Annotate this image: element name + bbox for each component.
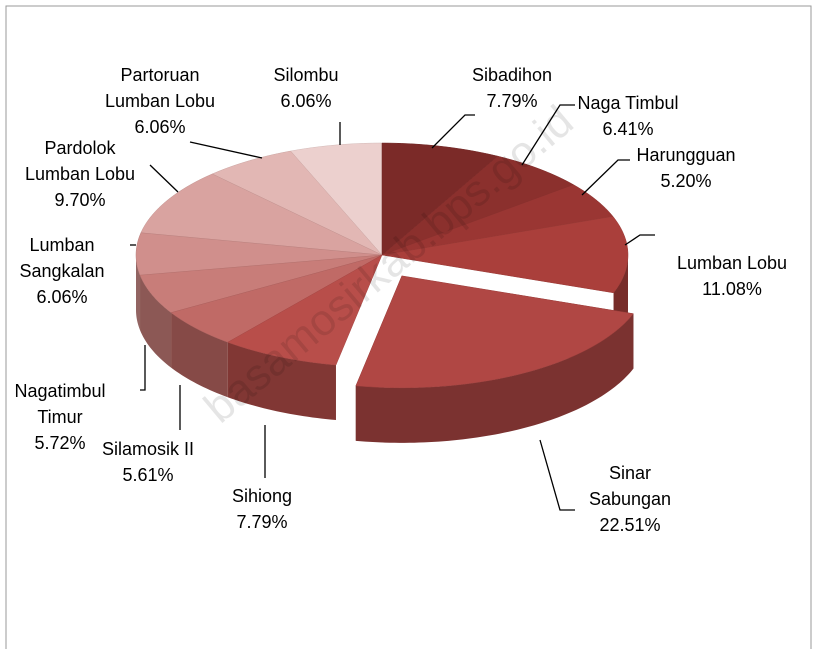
leader-line [624,234,655,246]
slice-group [139,254,383,368]
value-label: 11.08% [702,279,762,299]
slice-group [135,232,383,331]
data-label: Silombu 6.06% [273,62,338,114]
value-label: 5.61% [122,465,174,485]
leader-line [521,104,575,166]
data-label: Naga Timbul 6.41% [577,90,678,142]
category-name: Naga Timbul [577,93,679,113]
value-label: 6.06% [280,91,332,111]
data-label: Partoruan Lumban Lobu 6.06% [95,62,225,140]
leader-line [140,345,146,391]
leader-line [539,439,575,511]
category-name: Silamosik II [101,439,195,459]
slice-group [381,142,499,256]
data-label: Lumban Lobu 11.08% [677,250,787,302]
slice [140,173,383,256]
slice-side [227,342,336,421]
pie [135,142,634,443]
slice-group [170,254,383,398]
slice [211,150,383,256]
slice-group [227,254,383,421]
category-name: Nagatimbul Timur [14,381,106,427]
slice [381,216,629,294]
slice-group [381,184,614,256]
slice-side [136,255,141,331]
slice-group [211,150,383,256]
slice [355,275,634,389]
data-label: Pardolok Lumban Lobu 9.70% [15,135,145,213]
category-name: Harungguan [636,145,736,165]
slice-side [171,312,228,398]
value-label: 7.79% [486,91,538,111]
category-name: Pardolok Lumban Lobu [24,138,136,184]
slice [381,184,614,256]
data-label: Nagatimbul Timur 5.72% [10,378,110,456]
category-name: Sibadihon [471,65,553,85]
leader-lines [130,104,655,511]
value-label: 6.06% [134,117,186,137]
data-label: Lumban Sangkalan 6.06% [12,232,112,310]
value-label: 6.41% [602,119,654,139]
data-label: Sihiong 7.79% [232,483,292,535]
category-name: Partoruan Lumban Lobu [104,65,216,111]
value-label: 9.70% [54,190,106,210]
value-label: 7.79% [236,512,288,532]
category-name: Sinar Sabungan [588,463,672,509]
slice-group [355,275,634,443]
category-name: Silombu [273,65,339,85]
slice [170,254,383,343]
slice-group [290,142,383,256]
category-name: Sihiong [231,486,293,506]
value-label: 5.20% [660,171,712,191]
leader-line [431,114,475,149]
data-label: Harungguan 5.20% [636,142,735,194]
slice [135,232,383,276]
value-label: 5.72% [34,433,86,453]
leader-line [581,159,630,196]
slice [381,142,499,256]
slice [139,254,383,313]
category-name: Lumban Lobu [676,253,788,273]
category-name: Lumban Sangkalan [19,235,105,281]
data-label: Sibadihon 7.79% [472,62,552,114]
slice [381,155,575,256]
value-label: 22.51% [599,515,661,535]
leader-line [189,141,263,159]
frame [5,5,812,649]
value-label: 6.06% [36,287,88,307]
slice [290,142,383,256]
slice-group [381,155,575,256]
data-label: Silamosik II 5.61% [102,436,194,488]
data-label: Sinar Sabungan 22.51% [580,460,680,538]
slice-group [140,173,383,256]
slice-side [355,313,634,443]
slice [227,254,383,366]
leader-line [149,164,179,193]
slice-side [140,275,172,368]
